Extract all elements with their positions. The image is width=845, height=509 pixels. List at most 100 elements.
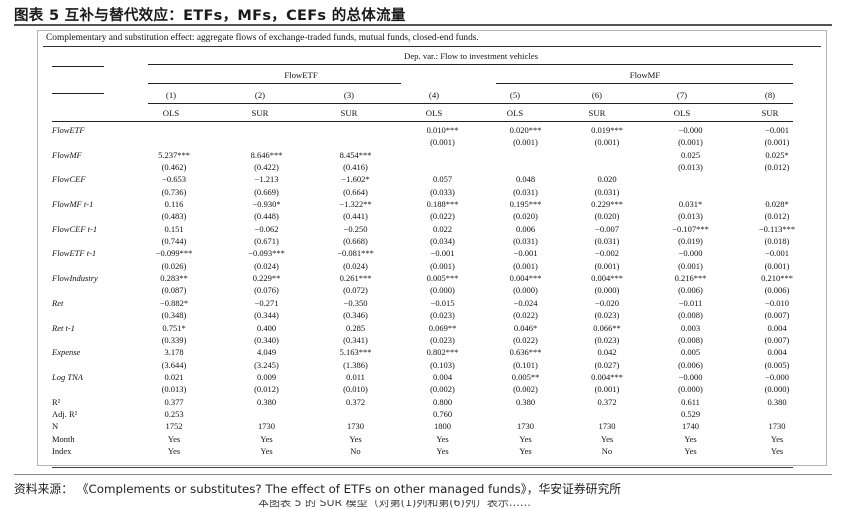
cell-col-3 [311, 136, 400, 148]
cell-col-8: (0.012) [764, 162, 790, 173]
cell-col-2: −0.930* [252, 199, 281, 210]
col-method-6: SUR [588, 108, 606, 118]
colnum-rule [148, 103, 793, 104]
cell-col-5: 0.046* [513, 322, 538, 333]
cell-col-5: (0.000) [513, 285, 538, 296]
cell-col-2: (0.076) [254, 285, 279, 296]
flowetf-group-rule [148, 83, 401, 84]
cell-col-4 [400, 149, 485, 161]
cell-col-4: (0.034) [430, 236, 455, 247]
cell-col-2: Yes [260, 433, 273, 444]
cell-col-7: (0.001) [678, 260, 703, 271]
table-row: FlowMF t-1 0.116 −0.930* −1.322** 0.188*** 0.… [52, 198, 821, 210]
cell-col-1: 0.116 [164, 199, 184, 210]
cell-col-6: (0.001) [594, 137, 620, 148]
cell-col-5 [485, 408, 566, 420]
cell-col-4: 0.802*** [426, 347, 459, 358]
cell-col-5: 0.195*** [509, 199, 542, 210]
source-note: 资料来源： 《Complements or substitutes? The e… [14, 482, 622, 496]
cell-col-4: 0.057 [432, 174, 453, 185]
table-row: N 1752 1730 1730 1800 1730 1730 1740 1730 [52, 420, 821, 432]
cell-col-5: (0.002) [513, 384, 538, 395]
cell-col-8 [733, 186, 821, 198]
cell-col-3: (1.386) [343, 359, 368, 370]
col-number-6: (6) [591, 90, 603, 100]
cell-col-1: (0.744) [161, 236, 187, 247]
cell-col-8: 0.380 [767, 396, 787, 407]
cell-col-8: −0.010 [765, 297, 789, 308]
row-label: Month [52, 433, 75, 444]
cell-col-6: (0.001) [594, 384, 620, 395]
cell-col-4: 0.188*** [426, 199, 459, 210]
cell-col-4: (0.023) [430, 310, 455, 321]
cell-col-6: −0.007 [595, 223, 619, 234]
cell-col-8: 0.025* [765, 149, 789, 160]
cell-col-4: 1800 [434, 421, 451, 432]
col-method-8: SUR [761, 108, 779, 118]
col-number-8: (8) [764, 90, 776, 100]
row-label: R² [52, 396, 61, 407]
cell-col-7: (0.001) [678, 137, 703, 148]
col-method-5: OLS [506, 108, 524, 118]
cell-col-8: Yes [770, 433, 784, 444]
cell-col-6: 0.229*** [591, 199, 623, 210]
cell-col-6: (0.000) [594, 285, 620, 296]
cell-col-2: (0.024) [254, 260, 279, 271]
cell-col-1: 1752 [165, 421, 183, 432]
cell-col-6: (0.031) [594, 236, 620, 247]
cell-col-1: −0.882* [159, 297, 189, 308]
cell-col-6: (0.031) [594, 186, 620, 197]
cell-col-8: (0.006) [764, 285, 790, 296]
cell-col-7: (0.006) [678, 285, 703, 296]
cell-col-7: (0.019) [678, 236, 703, 247]
cell-col-2: (0.422) [254, 162, 279, 173]
cell-col-6: No [601, 445, 613, 456]
cell-col-7: −0.107*** [672, 223, 709, 234]
table-caption: Complementary and substitution effect: a… [46, 33, 479, 43]
cell-col-7 [648, 186, 733, 198]
cell-col-7 [648, 173, 733, 185]
cell-col-3 [311, 124, 400, 136]
cell-col-7: (0.008) [678, 310, 703, 321]
cell-col-8: 0.210*** [761, 273, 793, 284]
cell-col-6: (0.001) [594, 260, 620, 271]
cell-col-8: (0.000) [764, 384, 790, 395]
row-label: FlowETF t-1 [52, 248, 97, 259]
cell-col-2: (0.448) [254, 211, 279, 222]
cell-col-5: 1730 [517, 421, 534, 432]
cell-col-7: 0.529 [680, 408, 701, 419]
cell-col-4: 0.010*** [426, 125, 459, 135]
cell-col-4: (0.023) [430, 334, 455, 345]
table-row: FlowMF 5.237*** 8.646*** 8.454*** 0.025 0.025… [52, 149, 821, 161]
cell-col-1 [126, 136, 222, 148]
table-frame [37, 30, 827, 466]
cell-col-1: 0.021 [164, 371, 184, 382]
row-label: Log TNA [52, 371, 83, 382]
table-row: (0.026) (0.024) (0.024) (0.001) (0.001) (0.00… [52, 260, 821, 272]
cell-col-5: (0.031) [513, 186, 538, 197]
col-number-2: (2) [254, 90, 266, 100]
row-label [52, 383, 126, 395]
col-method-3: SUR [340, 108, 358, 118]
table-row: FlowETF t-1 −0.099*** −0.093*** −0.081*** −0… [52, 247, 821, 259]
cell-col-2: −0.093*** [248, 248, 285, 259]
cell-col-8: (0.005) [764, 359, 790, 370]
cell-col-5: (0.020) [513, 211, 538, 222]
cell-col-4: (0.002) [430, 384, 455, 395]
row-label: Ret [52, 297, 64, 308]
cell-col-6: (0.020) [594, 211, 620, 222]
cell-col-2: 1730 [258, 421, 275, 432]
cell-col-4: 0.760 [432, 408, 453, 419]
cell-col-2: 4.049 [256, 347, 277, 358]
cell-col-7: −0.000 [678, 248, 703, 259]
cell-col-3: (0.441) [343, 211, 368, 222]
cell-col-3: (0.341) [343, 334, 368, 345]
cell-col-6: −0.002 [595, 248, 619, 259]
cell-col-2: 0.400 [256, 322, 277, 333]
cell-col-8: 0.028* [765, 199, 789, 210]
cell-col-6: 0.004*** [591, 371, 623, 382]
cell-col-4: Yes [436, 433, 449, 444]
table-row: FlowIndustry 0.283** 0.229** 0.261*** 0.005*… [52, 272, 821, 284]
row-label [52, 284, 126, 296]
dep-var-label: Dep. var.: Flow to investment vehicles [404, 51, 538, 61]
